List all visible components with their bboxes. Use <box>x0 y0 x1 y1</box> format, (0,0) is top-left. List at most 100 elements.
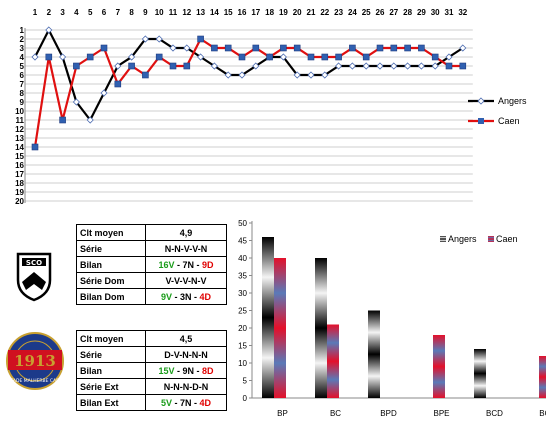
data-point <box>349 44 356 52</box>
x-tick-label: 29 <box>417 8 426 17</box>
x-tick-label: 20 <box>293 8 302 17</box>
data-point <box>459 62 467 70</box>
legend-marker <box>478 118 484 124</box>
y-tick-label: 20 <box>15 197 24 206</box>
x-tick-label: 28 <box>403 8 412 17</box>
x-tick-label: 19 <box>279 8 288 17</box>
y-tick-label: 19 <box>15 188 24 197</box>
data-point <box>86 116 94 124</box>
bar-chart-axes: 0 5 10 15 20 25 30 35 40 45 50 BP BC BPD BPE BCD BCE <box>238 219 546 418</box>
y-tick-label: 3 <box>20 44 25 53</box>
data-point <box>238 53 246 61</box>
line-chart-series <box>31 26 467 151</box>
data-point <box>431 62 439 70</box>
x-tick-label: BCD <box>486 409 503 418</box>
x-tick-label: 24 <box>348 8 357 17</box>
y-tick-label: 1 <box>20 26 25 35</box>
data-point <box>252 62 260 70</box>
y-tick-label: 35 <box>238 272 247 281</box>
y-tick-label: 6 <box>20 71 25 80</box>
x-tick-label: 22 <box>320 8 329 17</box>
y-tick-label: 40 <box>238 254 247 263</box>
bar-caen <box>327 324 339 398</box>
data-point <box>307 71 315 79</box>
x-tick-label: 21 <box>307 8 316 17</box>
legend-label: Caen <box>498 116 520 126</box>
table-row: Clt moyen 4,5 <box>76 330 227 347</box>
svg-text:SCO: SCO <box>26 259 42 267</box>
line-chart-legend: Angers Caen <box>468 96 527 126</box>
data-point <box>114 62 122 70</box>
data-point <box>197 35 204 43</box>
legend-swatch <box>440 236 446 242</box>
data-point <box>183 62 191 70</box>
data-point <box>224 71 232 79</box>
data-point <box>417 62 425 70</box>
x-tick-label: 32 <box>458 8 467 17</box>
bar-caen <box>433 335 445 398</box>
caen-logo: 1913 STADE MALHERBE CAEN <box>6 332 64 390</box>
data-point <box>307 53 315 61</box>
bar-angers <box>262 237 274 398</box>
x-tick-label: 7 <box>116 8 121 17</box>
data-point <box>197 53 205 61</box>
bar-angers <box>474 349 486 398</box>
data-point <box>128 53 136 61</box>
data-point <box>31 143 39 151</box>
data-point <box>73 62 80 70</box>
y-tick-label: 30 <box>238 289 247 298</box>
table-row: Série D-V-N-N-N <box>76 346 227 363</box>
y-tick-label: 2 <box>20 35 25 44</box>
y-tick-label: 15 <box>238 342 247 351</box>
x-tick-label: 16 <box>238 8 247 17</box>
x-tick-label: 12 <box>182 8 191 17</box>
angers-logo: SCO <box>16 252 52 302</box>
line-chart-grid <box>24 28 473 203</box>
data-point <box>418 44 425 52</box>
data-point <box>142 71 149 79</box>
data-point <box>114 80 122 88</box>
angers-stats-table: Clt moyen 4,9 Série N-N-V-V-N Bilan 16V - 7… <box>76 224 227 305</box>
data-point <box>279 53 287 61</box>
data-point <box>321 53 329 61</box>
y-tick-label: 17 <box>15 170 24 179</box>
data-point <box>390 44 398 52</box>
x-tick-label: BPD <box>380 409 397 418</box>
data-point <box>100 89 108 97</box>
y-tick-label: 5 <box>243 377 248 386</box>
data-point <box>445 53 453 61</box>
bar-chart-bars <box>262 237 546 398</box>
table-row: Bilan 15V - 9N - 8D <box>76 362 227 379</box>
x-tick-label: 6 <box>102 8 107 17</box>
data-point <box>31 53 39 61</box>
data-point <box>45 53 53 61</box>
league-position-line-chart: 1 2 3 4 5 6 7 8 9 10 11 12 13 14 15 16 17 18 19 20 21 22 23 24 2… <box>15 8 527 206</box>
legend-swatch <box>488 236 494 242</box>
x-tick-label: 10 <box>155 8 164 17</box>
data-point <box>390 62 398 70</box>
x-tick-label: 18 <box>265 8 274 17</box>
data-point <box>335 53 342 61</box>
bar-angers <box>315 258 327 398</box>
data-point <box>86 53 94 61</box>
y-tick-label: 18 <box>15 179 24 188</box>
x-tick-label: BC <box>330 409 341 418</box>
x-tick-label: 15 <box>224 8 233 17</box>
data-point <box>59 116 66 124</box>
data-point <box>404 44 411 52</box>
goals-bar-chart: 0 5 10 15 20 25 30 35 40 45 50 BP BC BPD BPE BCD BCE Ang… <box>238 219 546 418</box>
data-point <box>45 26 53 34</box>
data-point <box>293 71 301 79</box>
y-tick-label: 12 <box>15 125 24 134</box>
data-point <box>348 62 356 70</box>
bar-caen <box>539 356 546 398</box>
y-tick-label: 8 <box>20 89 25 98</box>
table-row: Série Dom V-V-V-N-V <box>76 272 227 289</box>
data-point <box>100 44 108 52</box>
line-chart-x-ticks: 1 2 3 4 5 6 7 8 9 10 11 12 13 14 15 16 17 18 19 20 21 22 23 24 2… <box>33 8 468 17</box>
y-tick-label: 4 <box>20 53 25 62</box>
data-point <box>362 53 370 61</box>
x-tick-label: 1 <box>33 8 38 17</box>
x-tick-label: 14 <box>210 8 219 17</box>
